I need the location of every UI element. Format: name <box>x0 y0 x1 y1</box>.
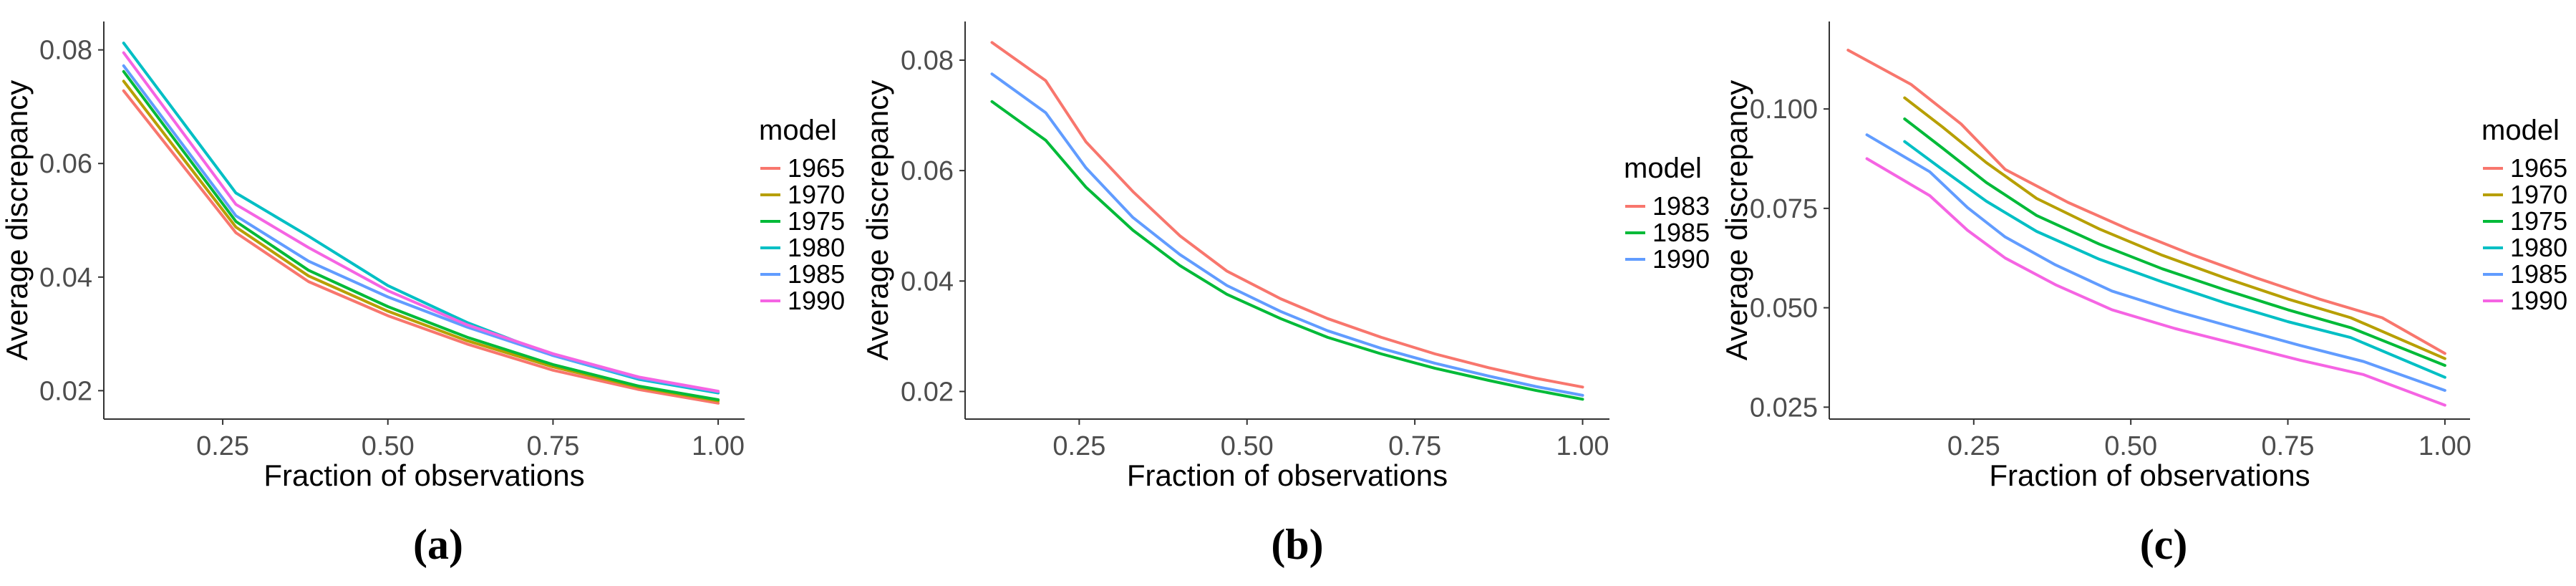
x-tick-label: 0.50 <box>2104 431 2157 461</box>
legend-label-1970: 1970 <box>2510 180 2567 209</box>
panel-caption: (c) <box>2140 521 2188 568</box>
series-line-1990 <box>990 72 1584 397</box>
y-tick-label: 0.02 <box>901 377 954 407</box>
series-line-1983 <box>990 41 1584 389</box>
legend-label-1975: 1975 <box>2510 206 2567 236</box>
y-axis-title: Average discrepancy <box>861 80 894 360</box>
series-line-1970 <box>122 80 720 403</box>
y-axis-title: Average discrepancy <box>1720 80 1753 360</box>
x-tick-label: 0.25 <box>1052 431 1105 461</box>
x-tick-label: 0.25 <box>196 431 249 461</box>
series-line-1975 <box>1903 117 2446 368</box>
x-tick-label: 0.25 <box>1947 431 2000 461</box>
legend-label-1965: 1965 <box>2510 153 2567 183</box>
series-line-1965 <box>1846 49 2446 355</box>
series-line-1970 <box>1903 96 2446 360</box>
y-tick-label: 0.08 <box>39 36 92 66</box>
series-line-1985 <box>122 64 720 393</box>
y-tick-label: 0.04 <box>901 266 954 297</box>
series-line-1980 <box>122 42 720 395</box>
legend-label-1980: 1980 <box>788 233 845 262</box>
legend-label-1985: 1985 <box>2510 259 2567 289</box>
legend-label-1985: 1985 <box>1652 218 1710 247</box>
legend-label-1980: 1980 <box>2510 233 2567 262</box>
x-tick-label: 0.50 <box>1221 431 1274 461</box>
x-tick-label: 0.75 <box>2262 431 2315 461</box>
y-tick-label: 0.050 <box>1750 294 1818 324</box>
chart-panel-1: 0.02 0.04 0.06 0.08 0.25 0.50 0.75 1.00 Fraction… <box>0 21 845 568</box>
y-tick-label: 0.06 <box>39 149 92 179</box>
legend-label-1983: 1983 <box>1652 191 1710 221</box>
x-axis-title: Fraction of observations <box>1989 458 2310 492</box>
series-line-1985 <box>990 100 1584 401</box>
x-tick-label: 0.50 <box>362 431 415 461</box>
y-tick-label: 0.075 <box>1750 194 1818 224</box>
series-line-1965 <box>122 89 720 405</box>
panel-caption: (b) <box>1271 521 1323 568</box>
series-line-1985 <box>1865 133 2446 392</box>
x-tick-label: 0.75 <box>1388 431 1441 461</box>
legend-label-1975: 1975 <box>788 206 845 236</box>
legend-title: model <box>759 115 837 146</box>
y-tick-label: 0.08 <box>901 46 954 76</box>
panel-caption: (a) <box>413 521 463 568</box>
legend-label-1990: 1990 <box>2510 286 2567 315</box>
legend-title: model <box>2481 115 2560 146</box>
y-tick-label: 0.04 <box>39 263 92 293</box>
series-line-1990 <box>122 51 720 393</box>
y-tick-label: 0.100 <box>1750 95 1818 125</box>
series-line-1980 <box>1903 140 2446 379</box>
y-tick-label: 0.02 <box>39 376 92 406</box>
chart-panel-2: 0.02 0.04 0.06 0.08 0.25 0.50 0.75 1.00 Fraction… <box>861 21 1710 568</box>
x-tick-label: 1.00 <box>1556 431 1609 461</box>
series-line-1990 <box>1865 157 2446 407</box>
y-tick-label: 0.06 <box>901 156 954 186</box>
x-tick-label: 1.00 <box>2418 431 2471 461</box>
legend-label-1990: 1990 <box>1652 244 1710 274</box>
legend-label-1970: 1970 <box>788 180 845 209</box>
legend-title: model <box>1624 153 1702 184</box>
x-tick-label: 0.75 <box>526 431 579 461</box>
y-axis-title: Average discrepancy <box>0 80 34 360</box>
series-line-1975 <box>122 69 720 401</box>
x-tick-label: 1.00 <box>692 431 745 461</box>
legend-label-1965: 1965 <box>788 153 845 183</box>
y-tick-label: 0.025 <box>1750 393 1818 423</box>
legend-label-1985: 1985 <box>788 259 845 289</box>
legend-label-1990: 1990 <box>788 286 845 315</box>
chart-panel-3: 0.025 0.050 0.075 0.100 0.25 0.50 0.75 1.00 Frac… <box>1720 21 2567 568</box>
x-axis-title: Fraction of observations <box>1127 458 1448 492</box>
x-axis-title: Fraction of observations <box>263 458 584 492</box>
